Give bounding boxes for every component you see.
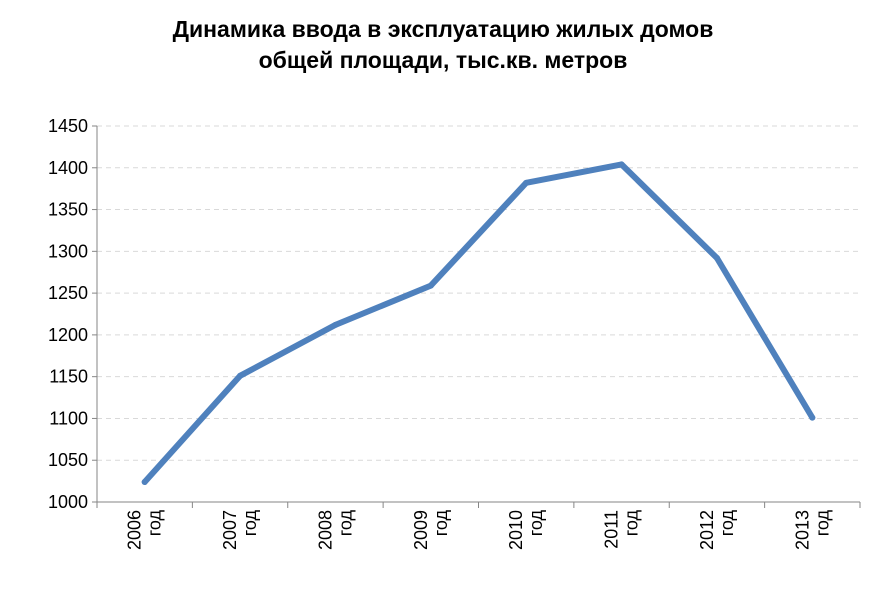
x-tick-label-year: 2008: [315, 510, 335, 550]
series-line-group: [141, 161, 816, 485]
series-line: [141, 161, 816, 485]
chart-title-line-1: Динамика ввода в эксплуатацию жилых домо…: [172, 16, 714, 42]
x-tick-label: 2007 год: [220, 510, 260, 551]
data-point: [809, 414, 816, 421]
x-tick-label: 2008 год: [315, 510, 355, 551]
y-tick-label: 1050: [48, 450, 88, 470]
x-tick-label-unit: год: [431, 510, 451, 537]
chart-title-line-2: общей площади, тыс.кв. метров: [258, 47, 628, 73]
x-tick-label: 2006 год: [125, 510, 165, 551]
x-tick-label: 2011 год: [602, 510, 642, 549]
x-tick-label-unit: год: [526, 510, 546, 537]
y-tick-label: 1250: [48, 283, 88, 303]
y-tick-label: 1200: [48, 325, 88, 345]
data-point: [237, 372, 244, 379]
x-tick-label: 2013 год: [792, 510, 832, 551]
x-tick-label: 2010 год: [506, 510, 546, 551]
y-tick-label: 1150: [49, 367, 88, 387]
chart-title: Динамика ввода в эксплуатацию жилых домо…: [0, 14, 886, 76]
x-tick-label: 2012 год: [697, 510, 737, 551]
data-point: [713, 255, 720, 262]
y-tick-label: 1300: [48, 241, 88, 261]
x-tick-label-year: 2011: [602, 510, 622, 549]
x-tick-label-unit: год: [622, 510, 642, 537]
y-tick-label: 1100: [49, 408, 88, 428]
y-axis: 1000 1050 1100 1150 1200 1250 1300 1350 1400 1450: [48, 116, 98, 512]
x-axis: 2006 год 2007 год 2008 год 2009 год 2010 год 2011 г…: [96, 501, 861, 551]
x-tick-label: 2009 год: [411, 510, 451, 551]
data-point: [332, 321, 339, 328]
data-point: [618, 161, 625, 168]
y-tick-label: 1400: [48, 158, 88, 178]
x-tick-label-year: 2010: [506, 510, 526, 550]
x-tick-label-unit: год: [145, 510, 165, 537]
x-tick-label-year: 2006: [125, 510, 145, 550]
x-tick-label-year: 2007: [220, 510, 240, 550]
x-tick-label-unit: год: [240, 510, 260, 537]
x-tick-label-unit: год: [335, 510, 355, 537]
x-tick-label-year: 2013: [792, 510, 812, 550]
x-tick-label-year: 2012: [697, 510, 717, 550]
data-point: [427, 282, 434, 289]
x-tick-label-unit: год: [717, 510, 737, 537]
data-point: [523, 179, 530, 186]
data-point: [141, 478, 148, 485]
x-tick-label-year: 2009: [411, 510, 431, 550]
gridlines: [97, 125, 860, 461]
x-tick-label-unit: год: [812, 510, 832, 537]
y-tick-label: 1000: [48, 492, 88, 512]
y-tick-label: 1350: [48, 200, 88, 220]
y-tick-label: 1450: [48, 116, 88, 136]
